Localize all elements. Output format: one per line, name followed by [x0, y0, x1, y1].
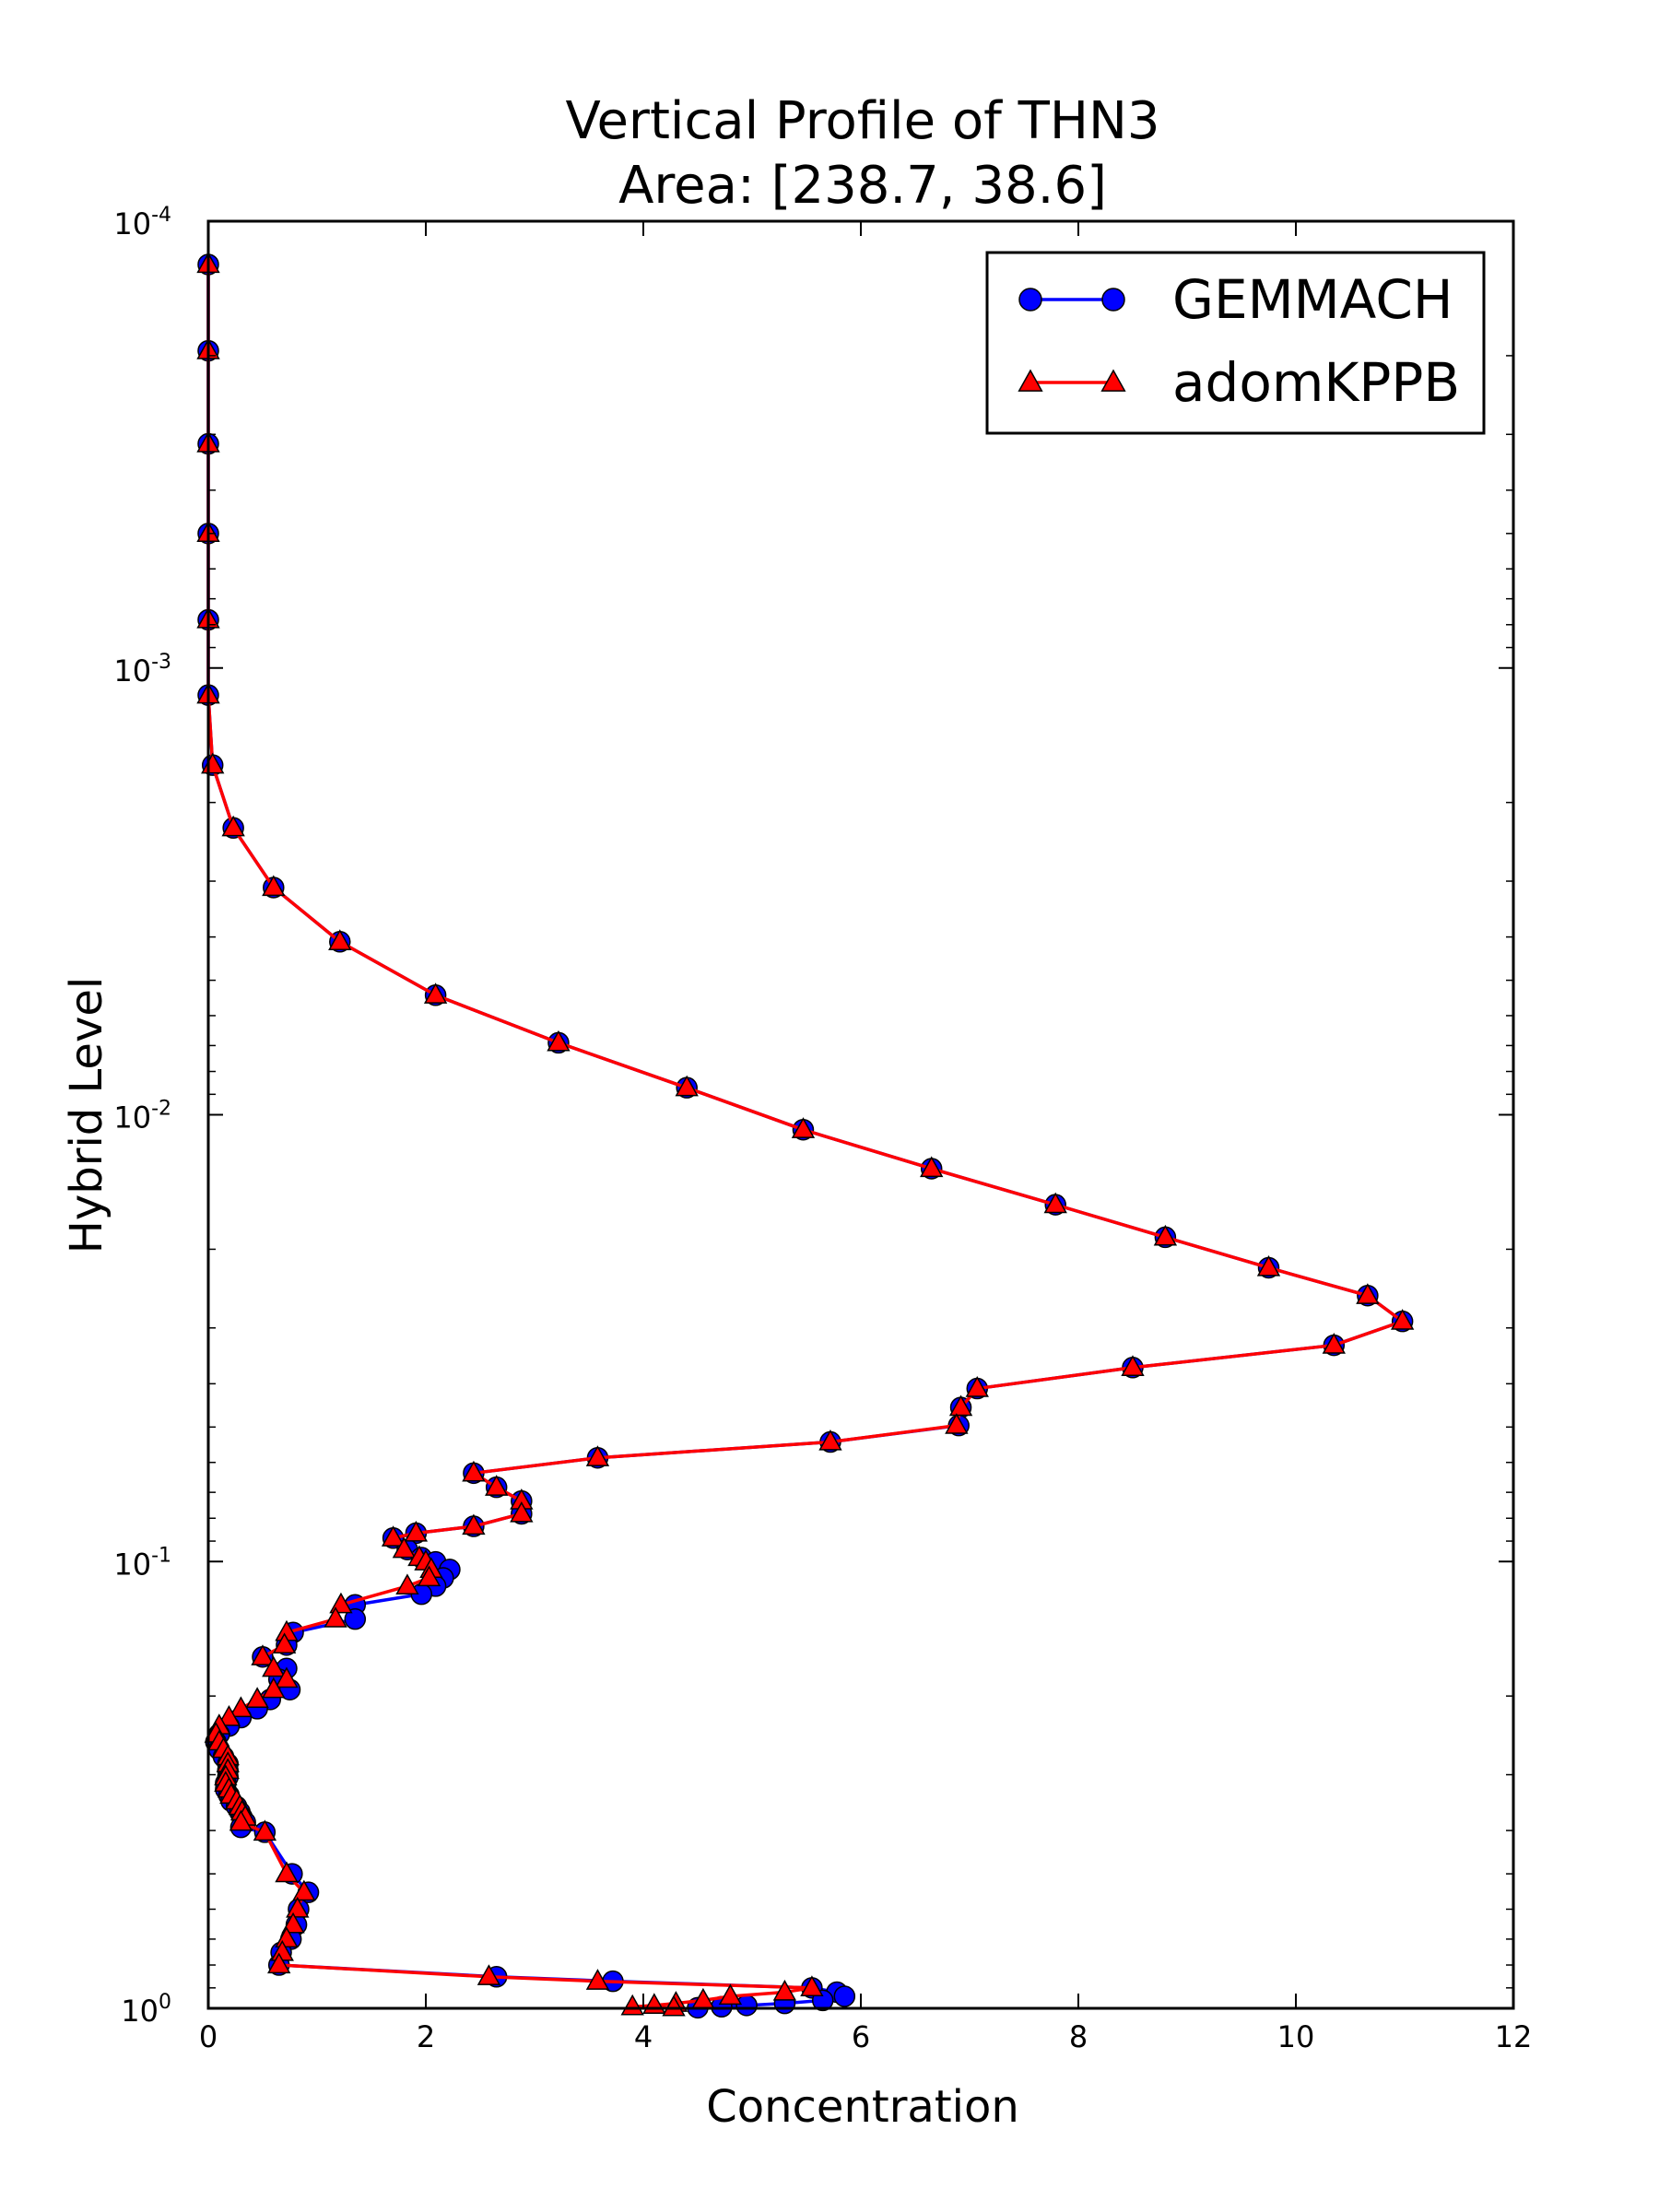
data-point-triangle [286, 1896, 310, 1918]
y-tick-exponent: -3 [151, 651, 171, 674]
data-point-triangle [718, 1983, 743, 2006]
data-point-triangle [510, 1500, 534, 1523]
data-point-triangle [267, 1952, 291, 1974]
data-point-circle [735, 1994, 758, 2017]
x-axis-label: Concentration [706, 2081, 1019, 2133]
data-point-triangle [547, 1030, 571, 1052]
y-tick-label: 10-4 [113, 204, 171, 241]
y-tick-label: 100 [121, 1991, 171, 2029]
data-point-triangle [251, 1644, 275, 1665]
data-point-triangle [281, 1912, 305, 1934]
y-tick-exponent: -4 [151, 204, 171, 227]
legend-marker-circle [1018, 288, 1042, 312]
data-point-triangle [381, 1525, 406, 1547]
data-point-triangle [392, 1536, 417, 1559]
data-point-triangle [262, 875, 286, 897]
data-point-triangle [253, 1819, 277, 1841]
data-point-triangle [920, 1156, 944, 1178]
data-point-triangle [1390, 1309, 1415, 1330]
legend-marker-circle [1101, 288, 1125, 312]
data-point-triangle [423, 982, 448, 1004]
legend-marker-triangle [1100, 369, 1126, 392]
x-tick-label: 0 [199, 2019, 218, 2054]
x-axis-ticks: 0 2 4 6 8 10 12 [199, 221, 1533, 2054]
data-point-triangle [292, 1879, 316, 1901]
plot-frame [206, 219, 1515, 2010]
data-point-triangle [275, 1666, 299, 1688]
data-point-triangle [217, 1705, 241, 1726]
data-point-triangle [221, 815, 245, 837]
data-point-triangle [275, 1861, 299, 1883]
data-point-triangle [404, 1520, 429, 1542]
chart-subtitle: Area: [238.7, 38.6] [618, 156, 1107, 216]
y-tick-base: 10 [113, 1100, 151, 1135]
data-point-triangle [945, 1413, 969, 1434]
data-point-triangle [462, 1513, 486, 1535]
y-tick-base: 10 [113, 1547, 151, 1582]
data-point-circle [833, 1985, 856, 2007]
data-point-triangle [477, 1964, 501, 1985]
data-point-triangle [948, 1394, 973, 1417]
y-tick-base: 10 [113, 206, 151, 241]
data-point-triangle [1043, 1192, 1067, 1214]
data-point-triangle [328, 929, 352, 950]
series-1 [196, 252, 1415, 2017]
plot-area [196, 252, 1415, 2019]
data-point-triangle [818, 1429, 842, 1451]
data-point-triangle [800, 1975, 824, 1996]
data-point-triangle [1322, 1333, 1346, 1354]
data-point-triangle [585, 1445, 610, 1466]
y-tick-exponent: 0 [159, 1991, 171, 2014]
legend-box [985, 251, 1486, 435]
data-point-triangle [585, 1969, 610, 1990]
data-point-triangle [485, 1475, 509, 1496]
data-point-triangle [462, 1460, 486, 1482]
x-tick-label: 4 [634, 2019, 653, 2054]
data-point-triangle [1356, 1283, 1380, 1304]
y-tick-exponent: -1 [151, 1544, 171, 1567]
x-tick-label: 2 [417, 2019, 435, 2054]
data-point-circle [344, 1607, 367, 1630]
data-point-triangle [965, 1376, 989, 1397]
data-point-triangle [675, 1075, 699, 1097]
data-point-triangle [395, 1573, 419, 1595]
data-point-triangle [229, 1696, 253, 1718]
legend: GEMMACH adomKPPB [985, 251, 1486, 435]
y-tick-label: 10-1 [113, 1544, 171, 1582]
x-tick-label: 10 [1277, 2019, 1315, 2054]
y-tick-label: 10-2 [113, 1098, 171, 1135]
x-tick-label: 6 [852, 2019, 870, 2054]
data-point-triangle [272, 1632, 297, 1654]
data-point-triangle [791, 1117, 816, 1138]
data-point-triangle [229, 1809, 253, 1831]
y-tick-exponent: -2 [151, 1098, 171, 1121]
legend-label: GEMMACH [1172, 268, 1453, 331]
x-tick-label: 8 [1069, 2019, 1088, 2054]
data-point-triangle [1121, 1355, 1145, 1376]
data-point-triangle [662, 1994, 686, 2017]
data-point-triangle [262, 1677, 286, 1699]
y-tick-base: 10 [113, 653, 151, 688]
chart-title: Vertical Profile of THN3 [566, 91, 1160, 151]
data-point-triangle [245, 1687, 269, 1708]
x-tick-label: 12 [1495, 2019, 1533, 2054]
y-tick-base: 10 [121, 1994, 159, 2029]
y-tick-label: 10-3 [113, 651, 171, 688]
data-point-triangle [772, 1979, 797, 2001]
data-point-triangle [262, 1655, 286, 1677]
data-point-triangle [324, 1606, 347, 1628]
legend-label: adomKPPB [1172, 351, 1460, 414]
data-point-triangle [1256, 1254, 1281, 1277]
data-point-triangle [620, 1994, 644, 2016]
y-axis-label: Hybrid Level [61, 977, 112, 1253]
data-point-triangle [417, 1565, 441, 1587]
legend-marker-triangle [1018, 369, 1043, 392]
data-point-triangle [1153, 1224, 1178, 1246]
